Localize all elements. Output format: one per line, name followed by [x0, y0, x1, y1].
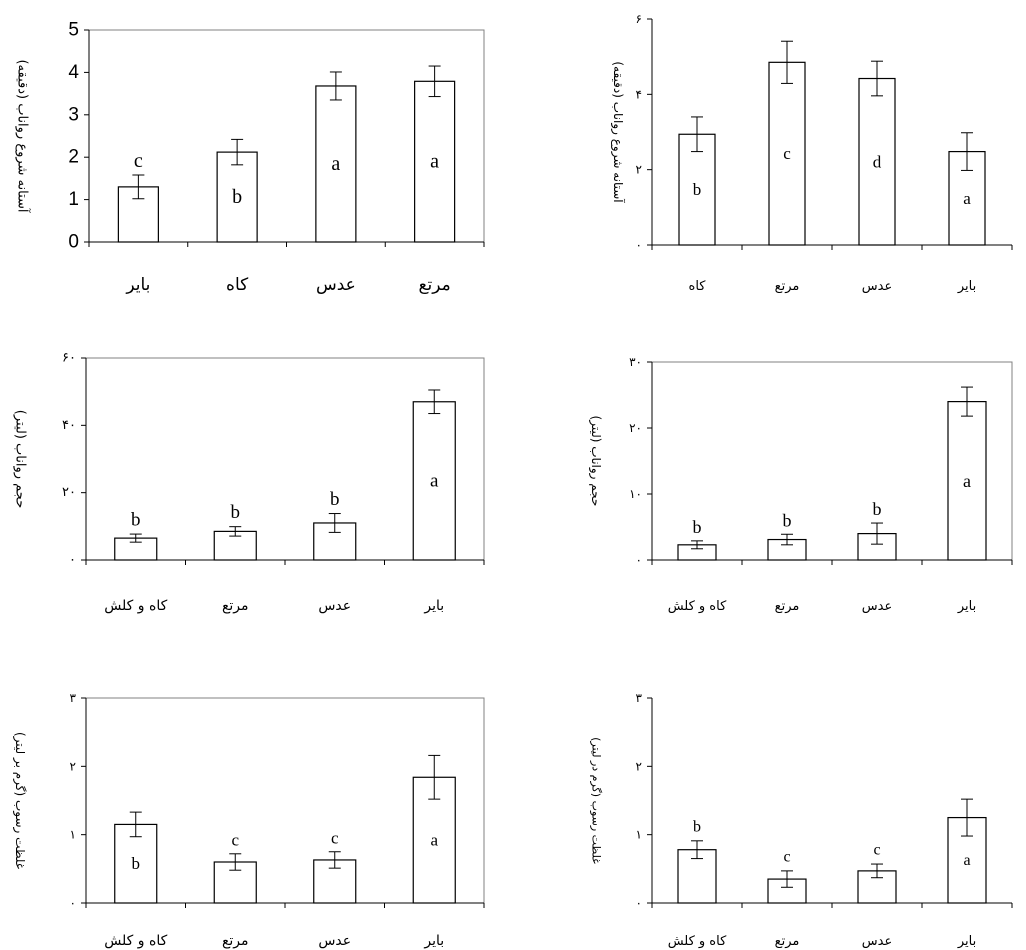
y-tick-label: ۱: [70, 828, 76, 842]
significance-letter: d: [873, 152, 882, 171]
x-tick-label: مرتع: [775, 599, 800, 614]
chart-panel-sediment-concentration-right: ۰ ۱ ۲ ۳ غلظت رسوب (گرم در لیتر) b کاه و کلش c مر…: [590, 691, 1013, 949]
significance-letter: a: [963, 471, 971, 491]
y-tick-label: ۱۰: [629, 487, 642, 501]
y-tick-label: 3: [68, 104, 79, 125]
x-tick-label: بایر: [957, 934, 976, 949]
y-axis-title: غلظت رسوب (گرم بر لیتر): [12, 732, 27, 869]
significance-letter: b: [330, 489, 340, 510]
chart-panel-runoff-start-threshold-right: ۰ ۲ ۴ ۶ آستانه شروع رواناب (دقیقه) b کاه c مرتع d…: [610, 12, 1013, 294]
x-tick-label: عدس: [318, 933, 351, 949]
x-tick-label: مرتع: [775, 934, 800, 949]
x-tick-label: عدس: [318, 598, 351, 614]
significance-letter: b: [693, 517, 702, 537]
significance-letter: b: [693, 180, 702, 199]
significance-letter: a: [331, 153, 340, 175]
significance-letter: a: [430, 470, 439, 491]
significance-letter: b: [232, 186, 242, 208]
y-tick-label: 5: [68, 20, 79, 41]
x-tick-label: عدس: [862, 599, 892, 614]
y-tick-label: ۶: [636, 12, 642, 26]
chart-panel-runoff-start-threshold-left: 0 1 2 3 4 5 آستانه شروع رواناب (دقیقه) c بایر b کا…: [15, 20, 485, 295]
y-tick-label: ۴۰: [62, 418, 76, 433]
x-tick-label: مرتع: [222, 933, 249, 949]
x-tick-label: بایر: [957, 279, 976, 294]
y-tick-label: ۳: [70, 691, 77, 705]
x-tick-label: کاه: [689, 279, 707, 294]
bar: [216, 151, 258, 243]
y-tick-label: ۴: [636, 87, 642, 101]
significance-letter: b: [131, 510, 141, 531]
y-tick-label: ۰: [636, 553, 642, 567]
x-tick-label: بایر: [957, 599, 976, 614]
y-tick-label: ۲۰: [62, 485, 76, 500]
significance-letter: a: [430, 151, 439, 173]
significance-letter: c: [873, 842, 880, 859]
significance-letter: a: [963, 852, 970, 869]
y-tick-label: ۲۰: [629, 421, 642, 435]
significance-letter: c: [331, 828, 339, 847]
chart-panel-runoff-volume-right: ۰ ۱۰ ۲۰ ۳۰ حجم رواناب (لیتر) b کاه و کلش b مرتع b…: [588, 355, 1013, 614]
significance-letter: b: [783, 510, 792, 530]
chart-panel-runoff-volume-left: ۰ ۲۰ ۴۰ ۶۰ حجم رواناب (لیتر) b کاه و کلش b مرتع b…: [13, 351, 485, 614]
chart-panel-sediment-concentration-left: ۰ ۱ ۲ ۳ غلظت رسوب (گرم بر لیتر) b کاه و کلش c مر…: [12, 691, 485, 949]
x-tick-label: بایر: [125, 275, 150, 295]
bar: [315, 85, 357, 243]
x-tick-label: بایر: [423, 933, 444, 949]
bar: [858, 77, 896, 246]
significance-letter: b: [132, 854, 141, 873]
significance-letter: b: [693, 818, 701, 835]
bar: [412, 401, 456, 561]
significance-letter: b: [231, 502, 241, 523]
x-tick-label: کاه و کلش: [668, 934, 727, 949]
y-tick-label: ۰: [636, 238, 642, 252]
y-tick-label: 4: [68, 62, 79, 83]
y-axis-title: آستانه شروع رواناب (دقیقه): [610, 61, 626, 203]
bar: [414, 80, 456, 243]
x-tick-label: عدس: [862, 934, 892, 949]
y-tick-label: 0: [68, 232, 79, 253]
significance-letter: c: [134, 150, 143, 172]
y-tick-label: ۳۰: [629, 355, 642, 369]
significance-letter: a: [430, 831, 438, 850]
x-tick-label: مرتع: [775, 279, 800, 294]
x-tick-label: کاه و کلش: [104, 933, 167, 949]
x-tick-label: کاه: [226, 275, 249, 295]
y-tick-label: ۳: [636, 691, 643, 705]
significance-letter: c: [783, 848, 790, 865]
y-tick-label: ۲: [636, 163, 642, 177]
bar: [768, 61, 806, 246]
x-tick-label: بایر: [423, 598, 444, 614]
y-tick-label: ۱: [636, 828, 642, 842]
bar: [114, 823, 158, 904]
x-tick-label: کاه و کلش: [104, 598, 167, 614]
y-tick-label: 1: [68, 189, 79, 210]
y-tick-label: ۰: [70, 896, 76, 910]
y-axis-title: حجم رواناب (لیتر): [13, 410, 28, 508]
x-tick-label: مرتع: [418, 275, 450, 295]
y-tick-label: ۰: [69, 553, 76, 568]
y-tick-label: ۲: [636, 759, 642, 773]
x-tick-label: عدس: [316, 275, 356, 295]
y-tick-label: 2: [68, 147, 79, 168]
x-tick-label: عدس: [862, 279, 892, 294]
y-axis-title: غلظت رسوب (گرم در لیتر): [590, 737, 603, 864]
x-tick-label: کاه و کلش: [668, 599, 727, 614]
significance-letter: c: [231, 830, 239, 849]
y-tick-label: ۰: [636, 896, 642, 910]
significance-letter: a: [963, 189, 971, 208]
significance-letter: c: [783, 144, 791, 163]
y-tick-label: ۲: [70, 759, 76, 773]
bar: [678, 133, 716, 246]
y-axis-title: حجم رواناب (لیتر): [588, 416, 603, 507]
x-tick-label: مرتع: [222, 598, 249, 614]
y-tick-label: ۶۰: [62, 351, 76, 366]
y-axis-title: آستانه شروع رواناب (دقیقه): [15, 59, 32, 213]
significance-letter: b: [873, 499, 882, 519]
